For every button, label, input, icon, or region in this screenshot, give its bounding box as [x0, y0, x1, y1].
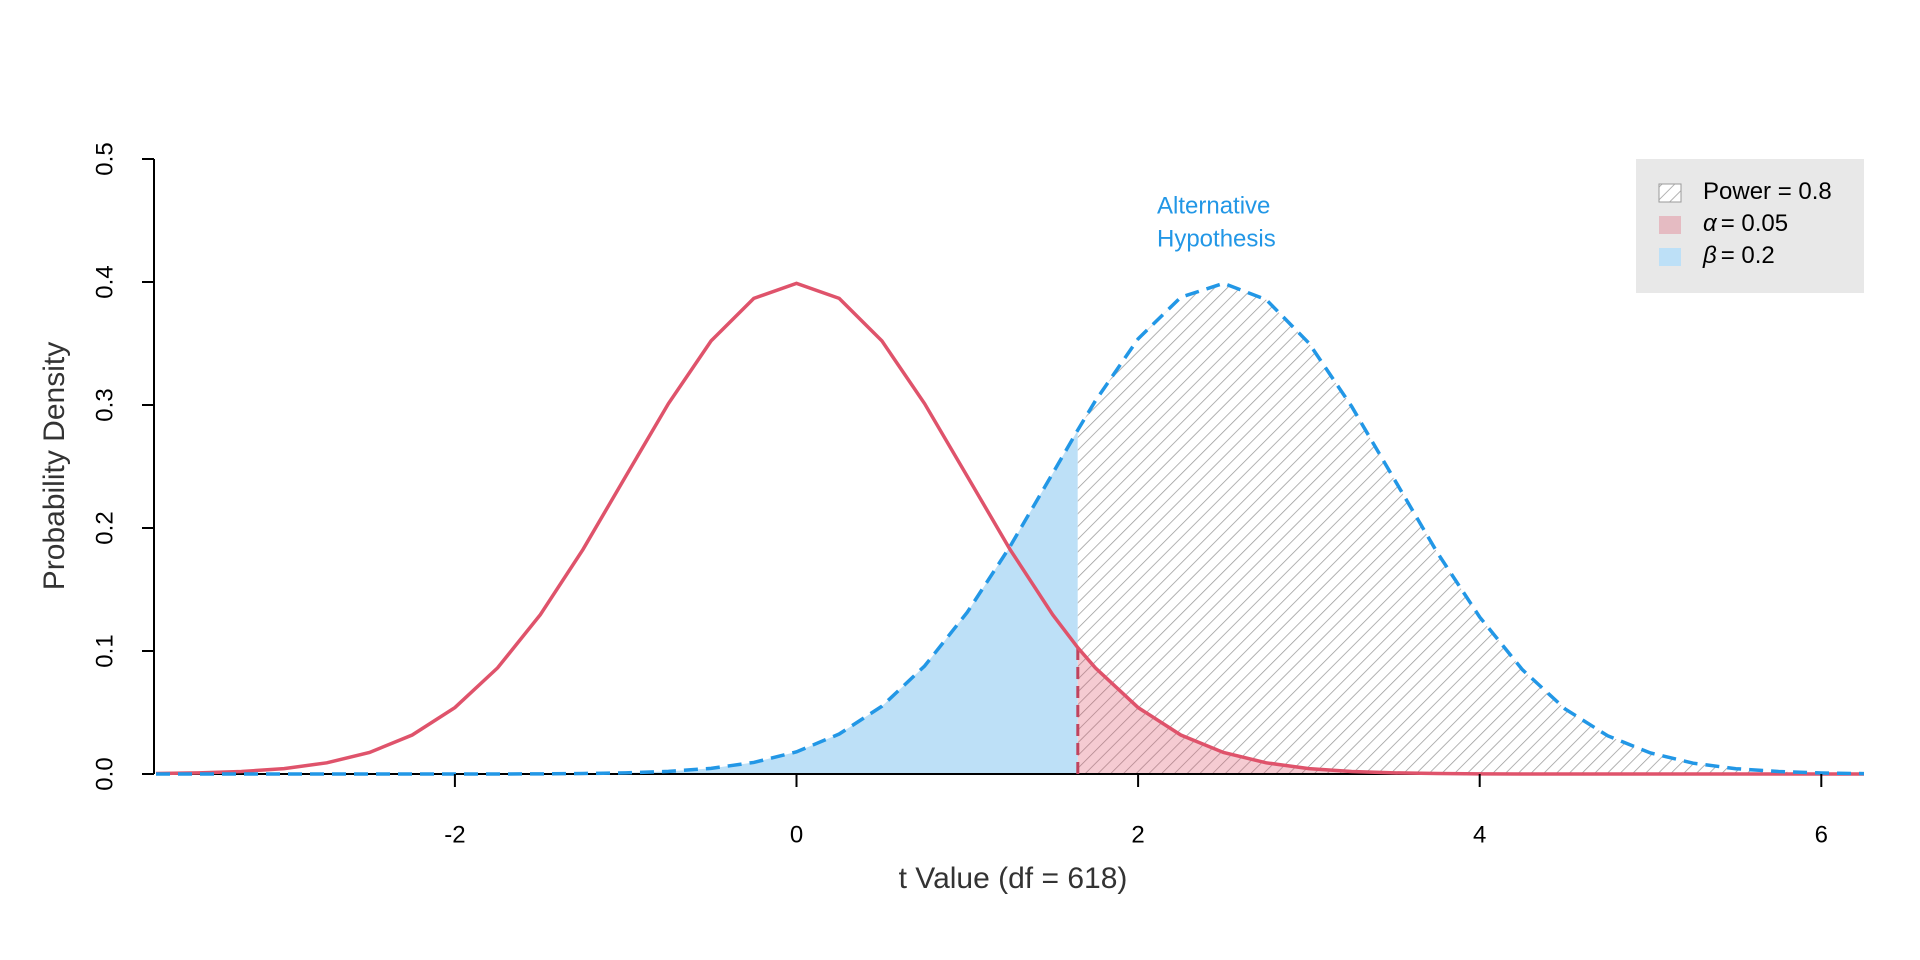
- legend-swatch: [1658, 183, 1682, 203]
- x-tick-label: 0: [790, 821, 803, 848]
- y-tick-label: 0.5: [91, 142, 118, 175]
- x-tick-label: 2: [1131, 821, 1144, 848]
- legend-label: α = 0.05: [1703, 210, 1788, 237]
- legend-symbol: β: [1702, 242, 1717, 269]
- legend-label: β = 0.2: [1702, 242, 1775, 269]
- y-tick-label: 0.3: [91, 388, 118, 421]
- legend-swatch: [1659, 248, 1681, 266]
- density-curve: [156, 281, 1865, 776]
- y-axis-label: Probability Density: [38, 342, 71, 590]
- legend-text: = 0.05: [1721, 210, 1788, 237]
- legend-text: Power = 0.8: [1703, 178, 1832, 205]
- region-beta: [156, 429, 1078, 774]
- legend-text: = 0.2: [1721, 242, 1775, 269]
- region-power: [1077, 283, 1864, 774]
- legend-label: Power = 0.8: [1703, 178, 1832, 205]
- x-tick-label: 4: [1473, 821, 1486, 848]
- y-tick-label: 0.4: [91, 265, 118, 298]
- y-tick-label: 0.0: [91, 757, 118, 790]
- x-tick-label: -2: [444, 821, 465, 848]
- y-tick-label: 0.2: [91, 511, 118, 544]
- region-alpha: [1077, 647, 1864, 774]
- y-tick-label: 0.1: [91, 634, 118, 667]
- annotation: Alternative: [1157, 192, 1270, 219]
- legend-box: [1636, 159, 1864, 293]
- x-axis-label: t Value (df = 618): [899, 862, 1128, 895]
- density-curve: [155, 281, 1864, 776]
- legend-symbol: α: [1703, 210, 1718, 237]
- x-tick-label: 6: [1815, 821, 1828, 848]
- legend-swatch: [1659, 216, 1681, 234]
- annotation: Hypothesis: [1157, 225, 1276, 252]
